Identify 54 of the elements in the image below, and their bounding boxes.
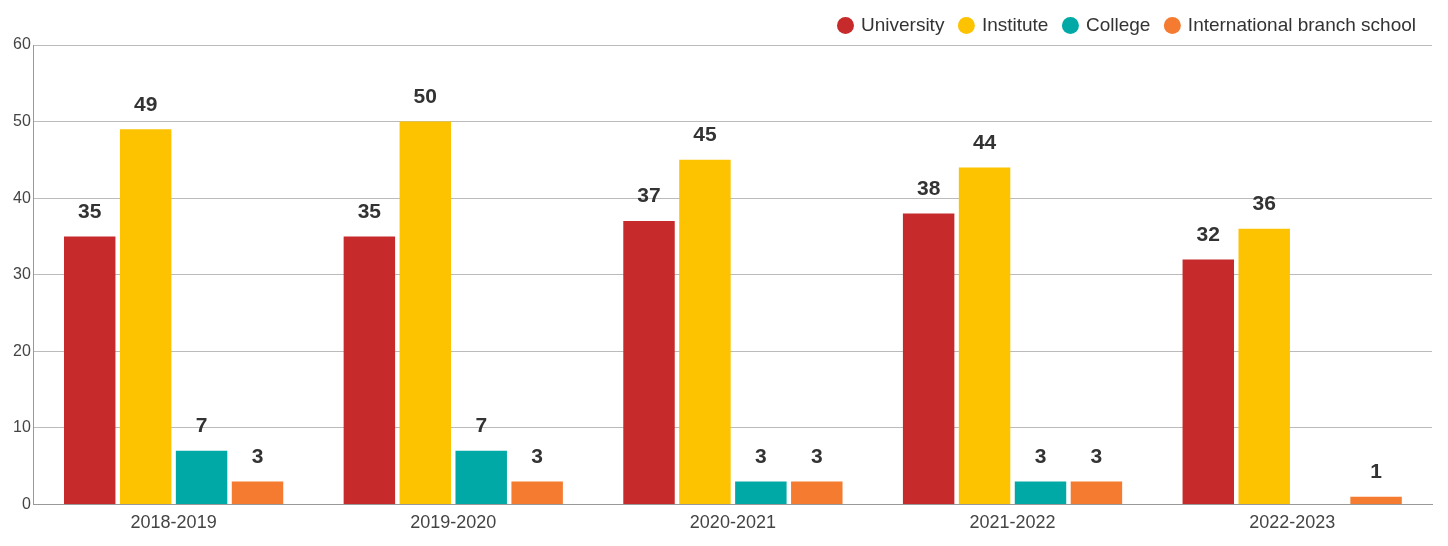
data-label: 45 bbox=[693, 122, 717, 146]
x-tick-label: 2020-2021 bbox=[689, 512, 776, 533]
bar bbox=[231, 481, 284, 504]
bar bbox=[511, 481, 563, 504]
bar bbox=[735, 481, 787, 504]
data-label: 7 bbox=[195, 413, 208, 437]
x-tick-label: 2018-2019 bbox=[130, 512, 217, 533]
legend-label: International branch school bbox=[1187, 13, 1417, 35]
data-label: 49 bbox=[133, 91, 158, 115]
legend-label: College bbox=[1085, 13, 1151, 35]
bar bbox=[343, 236, 396, 504]
y-tick-label: 50 bbox=[13, 111, 31, 129]
data-label: 44 bbox=[972, 129, 997, 153]
legend-label: Institute bbox=[981, 13, 1049, 35]
data-label: 7 bbox=[475, 413, 488, 437]
bar bbox=[623, 221, 675, 504]
bar bbox=[958, 167, 1011, 504]
y-tick-label: 20 bbox=[13, 341, 31, 359]
y-tick-label: 40 bbox=[13, 188, 31, 206]
x-tick-label: 2021-2022 bbox=[969, 512, 1056, 533]
data-label: 32 bbox=[1196, 221, 1220, 245]
bar bbox=[1182, 259, 1235, 504]
x-tick-label: 2019-2020 bbox=[410, 512, 497, 533]
bar bbox=[902, 213, 955, 504]
y-tick-label: 60 bbox=[13, 35, 31, 53]
data-label: 3 bbox=[531, 443, 543, 467]
data-label: 35 bbox=[357, 198, 382, 222]
data-label: 35 bbox=[78, 198, 102, 222]
y-tick-label: 10 bbox=[13, 418, 31, 436]
bar bbox=[1350, 496, 1402, 504]
bar bbox=[1070, 481, 1123, 504]
data-label: 3 bbox=[810, 443, 823, 467]
bar bbox=[455, 450, 507, 504]
data-label: 1 bbox=[1370, 459, 1383, 483]
data-label: 37 bbox=[637, 183, 661, 207]
bar bbox=[399, 121, 452, 504]
data-label: 3 bbox=[1090, 443, 1103, 467]
y-tick-label: 0 bbox=[21, 494, 31, 512]
data-label: 3 bbox=[755, 443, 767, 467]
data-label: 38 bbox=[916, 175, 941, 199]
bar bbox=[175, 450, 228, 504]
data-label: 50 bbox=[413, 83, 437, 107]
bar bbox=[679, 159, 731, 504]
bar bbox=[791, 481, 843, 504]
bar bbox=[64, 236, 116, 504]
bar bbox=[1014, 481, 1067, 504]
data-label: 3 bbox=[251, 443, 264, 467]
bar bbox=[1238, 228, 1290, 504]
data-label: 36 bbox=[1252, 191, 1276, 215]
y-tick-label: 30 bbox=[13, 265, 31, 283]
bar bbox=[119, 129, 172, 504]
data-label: 3 bbox=[1034, 443, 1047, 467]
legend-label: University bbox=[860, 13, 945, 35]
x-tick-label: 2022-2023 bbox=[1249, 512, 1336, 533]
